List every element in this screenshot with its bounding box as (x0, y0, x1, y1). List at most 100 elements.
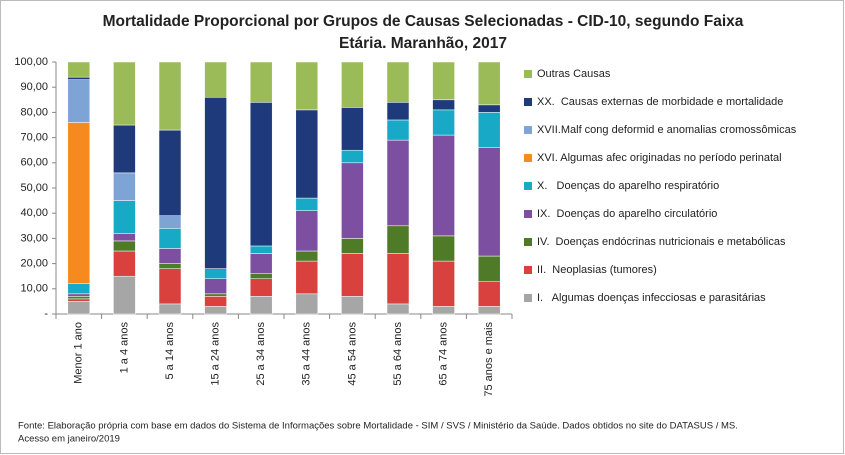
bar-segment (432, 109, 455, 136)
bar-segment (386, 61, 410, 103)
bar-segment (341, 238, 364, 254)
bar-segment (113, 124, 136, 174)
bar-segment (67, 298, 91, 302)
legend-swatch (524, 126, 532, 134)
legend-swatch (524, 98, 532, 106)
bar-segment (295, 197, 319, 211)
bar-segment (477, 306, 501, 315)
bar-segment (432, 134, 455, 237)
legend-swatch (524, 210, 532, 218)
legend-label: X. Doenças do aparelho respiratório (537, 180, 719, 192)
bar-segment (386, 225, 410, 254)
bar-segment (204, 61, 227, 98)
legend-label: II. Neoplasias (tumores) (537, 264, 657, 276)
bar-segment (386, 303, 410, 315)
bar-segment (67, 61, 91, 78)
bar-segment (477, 104, 501, 113)
bar-segment (386, 102, 410, 121)
legend-swatch (524, 182, 532, 190)
legend-swatch (524, 70, 532, 78)
bar-segment (432, 260, 455, 307)
x-tick-label: 55 a 64 anos (392, 322, 404, 386)
y-tick-label: 50,00 (20, 182, 48, 194)
bar-segment (295, 109, 319, 199)
legend-swatch (524, 266, 532, 274)
bar-segment (386, 139, 410, 227)
y-tick-label: 10,00 (20, 283, 48, 295)
bar-segment (432, 306, 455, 315)
bar-segment (477, 112, 501, 148)
bar-segment (341, 162, 364, 239)
bar-segment (432, 99, 455, 111)
legend-label: XVII.Malf cong deformid e anomalias crom… (537, 124, 797, 136)
legend-label: IV. Doenças endócrinas nutricionais e me… (537, 236, 786, 248)
bar-segment (432, 235, 455, 262)
x-tick-label: 5 a 14 anos (164, 322, 176, 380)
bar-segment (113, 61, 136, 126)
bar-segment (341, 253, 364, 297)
bar-segment (113, 172, 136, 201)
bar-segment (204, 268, 227, 279)
bar-segment (113, 275, 136, 315)
bar-segment (341, 296, 364, 315)
bar-segment (249, 102, 273, 247)
bar-segment (295, 293, 319, 315)
x-tick-label: 1 a 4 anos (118, 322, 130, 374)
legend-label: Outras Causas (537, 68, 611, 80)
bar-segment (67, 76, 91, 80)
legend-swatch (524, 294, 532, 302)
x-tick-label: 45 a 54 anos (346, 322, 358, 386)
bar-segment (204, 296, 227, 307)
legend-swatch (524, 154, 532, 162)
bar-segment (249, 278, 273, 297)
bar-segment (295, 61, 319, 111)
bar-segment (204, 278, 227, 295)
bar-segment (341, 107, 364, 151)
bar-segment (158, 303, 182, 315)
bar-segment (386, 119, 410, 141)
legend-label: XVI. Algumas afec originadas no período … (537, 152, 782, 164)
bar-segment (158, 268, 182, 305)
bar-segment (249, 245, 273, 254)
bar-segment (341, 149, 364, 164)
y-tick-label: 60,00 (20, 157, 48, 169)
x-tick-label: 65 a 74 anos (438, 322, 450, 386)
bar-segment (249, 253, 273, 274)
bar-segment (249, 296, 273, 315)
chart-title: Etária. Maranhão, 2017 (339, 35, 507, 52)
bar-segment (295, 210, 319, 252)
bar-segment (204, 97, 227, 269)
bar-segment (113, 250, 136, 277)
bar-segment (477, 280, 501, 307)
source-note: Acesso em janeiro/2019 (18, 434, 120, 445)
bar-segment (158, 129, 182, 216)
bar-segment (249, 273, 273, 279)
bar-segment (67, 296, 91, 300)
bar-segment (67, 293, 91, 297)
bar-segment (158, 248, 182, 264)
bar-segment (158, 215, 182, 229)
bar-segment (158, 263, 182, 269)
chart-title: Mortalidade Proporcional por Grupos de C… (103, 13, 744, 30)
bar-segment (249, 61, 273, 103)
source-note: Fonte: Elaboração própria com base em da… (18, 421, 738, 432)
y-tick-label: 40,00 (20, 207, 48, 219)
bar-segment (477, 147, 501, 257)
bar-segment (113, 240, 136, 252)
x-tick-label: 35 a 44 anos (301, 322, 313, 386)
bar-segment (158, 228, 182, 249)
bar-segment (341, 61, 364, 108)
bar-segment (295, 250, 319, 262)
y-tick-label: 80,00 (20, 106, 48, 118)
legend-swatch (524, 238, 532, 246)
bar-segment (204, 306, 227, 315)
bar-segment (477, 255, 501, 282)
bar-segment (477, 61, 501, 106)
bar-segment (113, 233, 136, 242)
x-tick-label: 25 a 34 anos (255, 322, 267, 386)
bar-segment (158, 61, 182, 131)
bar-segment (432, 61, 455, 101)
bar-segment (67, 301, 91, 315)
